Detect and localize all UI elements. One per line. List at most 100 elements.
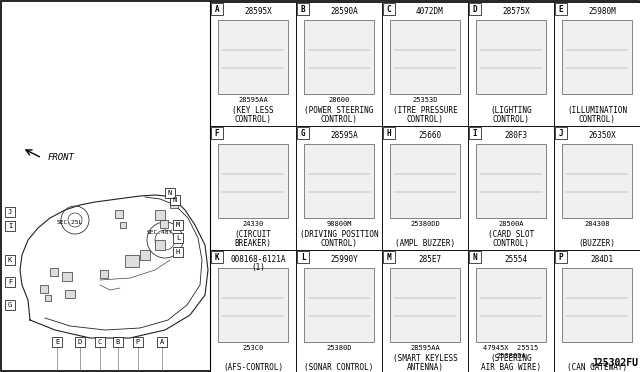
Bar [555, 251, 567, 263]
Text: CONTROL): CONTROL) [406, 115, 444, 124]
Text: D: D [78, 339, 82, 345]
Text: A: A [214, 4, 220, 13]
Text: (BUZZER): (BUZZER) [579, 239, 616, 248]
Text: G: G [8, 302, 12, 308]
Bar [383, 127, 395, 139]
Bar [5, 255, 15, 265]
Bar [218, 144, 288, 218]
Text: N: N [173, 197, 177, 203]
Text: 28595AA: 28595AA [238, 97, 268, 103]
Text: 253C0: 253C0 [243, 345, 264, 351]
Bar [173, 247, 183, 257]
Bar [115, 210, 123, 218]
Bar [296, 250, 382, 372]
Bar [211, 3, 223, 15]
Bar [173, 220, 183, 230]
Text: M: M [387, 253, 391, 262]
Bar [554, 126, 640, 250]
Bar [170, 195, 180, 205]
Bar [476, 144, 546, 218]
Text: (SONAR CONTROL): (SONAR CONTROL) [304, 363, 374, 372]
Text: AIR BAG WIRE): AIR BAG WIRE) [481, 363, 541, 372]
Bar [140, 250, 150, 260]
Text: 25990Y: 25990Y [330, 255, 358, 264]
Text: L: L [301, 253, 305, 262]
Text: CONTROL): CONTROL) [321, 239, 358, 248]
Bar [50, 268, 58, 276]
Text: J25302FU: J25302FU [591, 358, 638, 368]
Bar [160, 220, 168, 228]
Text: 4072DM: 4072DM [416, 7, 444, 16]
Text: 25660: 25660 [419, 131, 442, 140]
Bar [120, 222, 126, 228]
Bar [468, 2, 554, 126]
Text: 28595X: 28595X [244, 7, 272, 16]
Text: (SMART KEYLESS: (SMART KEYLESS [392, 354, 458, 363]
Text: 28590A: 28590A [330, 7, 358, 16]
Bar [297, 3, 309, 15]
Bar [562, 268, 632, 342]
Text: BREAKER): BREAKER) [234, 239, 271, 248]
Bar [210, 250, 296, 372]
Text: N: N [168, 190, 172, 196]
Bar [304, 20, 374, 94]
Bar [173, 233, 183, 243]
Text: SEC.487: SEC.487 [147, 231, 173, 235]
Bar [390, 268, 460, 342]
Bar [210, 2, 296, 126]
Text: (CAN GATEWAY): (CAN GATEWAY) [567, 363, 627, 372]
Text: 25980M: 25980M [588, 7, 616, 16]
Text: (1): (1) [251, 263, 265, 272]
Bar [210, 126, 296, 250]
Text: (AMPL BUZZER): (AMPL BUZZER) [395, 239, 455, 248]
Bar [95, 337, 105, 347]
Bar [155, 240, 165, 250]
Text: K: K [8, 257, 12, 263]
Text: 25353D: 25353D [412, 97, 438, 103]
Text: (CARD SLOT: (CARD SLOT [488, 230, 534, 239]
Text: (KEY LESS: (KEY LESS [232, 106, 274, 115]
Bar [554, 2, 640, 126]
Text: 28575X: 28575X [502, 7, 530, 16]
Text: 25380DD: 25380DD [410, 221, 440, 227]
Bar [469, 127, 481, 139]
Text: F: F [8, 279, 12, 285]
Bar [382, 126, 468, 250]
Text: 25380DA: 25380DA [496, 353, 526, 359]
Bar [100, 270, 108, 278]
Bar [469, 251, 481, 263]
Text: CONTROL): CONTROL) [234, 115, 271, 124]
Text: I: I [8, 223, 12, 229]
Text: CONTROL): CONTROL) [493, 239, 529, 248]
Text: CONTROL): CONTROL) [579, 115, 616, 124]
Text: FRONT: FRONT [48, 154, 75, 163]
Bar [170, 200, 178, 208]
Bar [562, 20, 632, 94]
Text: 24330: 24330 [243, 221, 264, 227]
Text: (ITRE PRESSURE: (ITRE PRESSURE [392, 106, 458, 115]
Text: P: P [136, 339, 140, 345]
Bar [468, 126, 554, 250]
Text: 28600: 28600 [328, 97, 349, 103]
Bar [45, 295, 51, 301]
Text: 284308: 284308 [584, 221, 610, 227]
Bar [390, 20, 460, 94]
Bar [555, 127, 567, 139]
Text: (STEERING: (STEERING [490, 354, 532, 363]
Bar [555, 3, 567, 15]
Bar [113, 337, 123, 347]
Text: 285E7: 285E7 [419, 255, 442, 264]
Text: 284D1: 284D1 [591, 255, 614, 264]
Bar [390, 144, 460, 218]
Bar [468, 250, 554, 372]
Bar [218, 20, 288, 94]
Bar [125, 255, 139, 267]
Bar [382, 250, 468, 372]
Text: SEC.25L: SEC.25L [57, 219, 83, 224]
Text: (POWER STEERING: (POWER STEERING [304, 106, 374, 115]
Text: CONTROL): CONTROL) [493, 115, 529, 124]
Text: 98800M: 98800M [326, 221, 352, 227]
Text: 26350X: 26350X [588, 131, 616, 140]
Bar [40, 285, 48, 293]
Bar [155, 210, 165, 220]
